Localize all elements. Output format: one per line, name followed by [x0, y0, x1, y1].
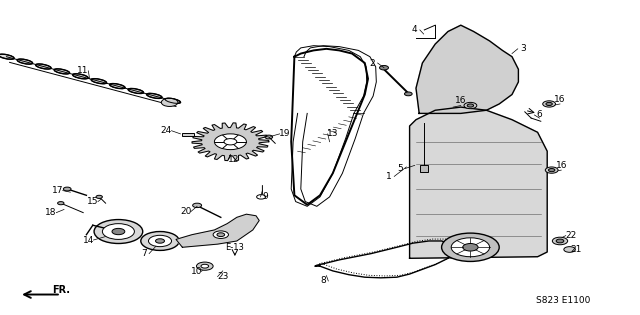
- Circle shape: [404, 92, 412, 96]
- Circle shape: [217, 233, 225, 237]
- Ellipse shape: [36, 64, 51, 69]
- Text: 5: 5: [397, 164, 403, 173]
- Polygon shape: [192, 123, 269, 161]
- Text: 24: 24: [161, 126, 172, 135]
- Circle shape: [58, 202, 64, 205]
- Circle shape: [193, 203, 202, 208]
- Text: 21: 21: [570, 245, 582, 254]
- Circle shape: [148, 235, 172, 247]
- Ellipse shape: [147, 93, 162, 98]
- Text: 22: 22: [565, 231, 577, 240]
- Bar: [182, 133, 194, 136]
- Text: 13: 13: [327, 129, 339, 138]
- Text: 15: 15: [87, 197, 99, 206]
- Circle shape: [196, 262, 213, 270]
- Polygon shape: [410, 107, 547, 258]
- Text: 9: 9: [263, 192, 268, 201]
- Text: 10: 10: [191, 267, 202, 276]
- Text: 2: 2: [370, 59, 375, 67]
- Ellipse shape: [0, 54, 14, 59]
- Text: 11: 11: [77, 66, 89, 75]
- Ellipse shape: [17, 59, 33, 64]
- Circle shape: [112, 228, 125, 235]
- Circle shape: [463, 243, 478, 251]
- Polygon shape: [176, 214, 259, 247]
- Text: 17: 17: [52, 186, 63, 195]
- Circle shape: [564, 247, 575, 252]
- Circle shape: [464, 102, 477, 109]
- Circle shape: [63, 187, 71, 191]
- Circle shape: [96, 195, 102, 198]
- Polygon shape: [416, 25, 518, 113]
- Text: FR.: FR.: [52, 285, 70, 295]
- Text: 14: 14: [83, 236, 94, 244]
- Circle shape: [141, 232, 179, 250]
- Text: S823 E1100: S823 E1100: [536, 296, 590, 305]
- Circle shape: [545, 167, 558, 173]
- Circle shape: [214, 134, 246, 150]
- Circle shape: [94, 220, 143, 243]
- Circle shape: [552, 237, 568, 245]
- Text: 19: 19: [279, 129, 291, 138]
- Ellipse shape: [72, 74, 88, 79]
- Ellipse shape: [54, 69, 70, 74]
- Text: 1: 1: [387, 172, 392, 181]
- Circle shape: [546, 102, 552, 106]
- Text: 6: 6: [537, 111, 542, 119]
- Ellipse shape: [165, 98, 180, 103]
- Ellipse shape: [128, 89, 143, 94]
- Circle shape: [161, 98, 178, 106]
- Text: 8: 8: [321, 277, 326, 285]
- Circle shape: [442, 233, 499, 261]
- Text: 16: 16: [455, 96, 467, 105]
- Circle shape: [102, 224, 134, 239]
- Circle shape: [224, 139, 237, 145]
- Circle shape: [548, 169, 555, 172]
- Text: 4: 4: [412, 26, 417, 34]
- Text: 12: 12: [228, 155, 239, 163]
- Circle shape: [380, 66, 388, 70]
- Text: 18: 18: [45, 208, 57, 217]
- Circle shape: [201, 264, 209, 268]
- Circle shape: [543, 101, 556, 107]
- Circle shape: [467, 104, 474, 107]
- Circle shape: [265, 135, 273, 139]
- Bar: [420, 165, 428, 172]
- Text: 7: 7: [141, 249, 147, 258]
- Circle shape: [156, 239, 164, 243]
- Text: E-13: E-13: [225, 243, 244, 252]
- Text: 20: 20: [180, 207, 191, 216]
- Ellipse shape: [91, 79, 107, 84]
- Ellipse shape: [109, 83, 125, 89]
- Text: 3: 3: [520, 44, 525, 53]
- Circle shape: [213, 231, 228, 238]
- Circle shape: [451, 238, 490, 257]
- Text: 23: 23: [217, 272, 228, 281]
- Text: 16: 16: [554, 95, 566, 104]
- Text: 16: 16: [556, 161, 567, 170]
- Circle shape: [556, 239, 564, 243]
